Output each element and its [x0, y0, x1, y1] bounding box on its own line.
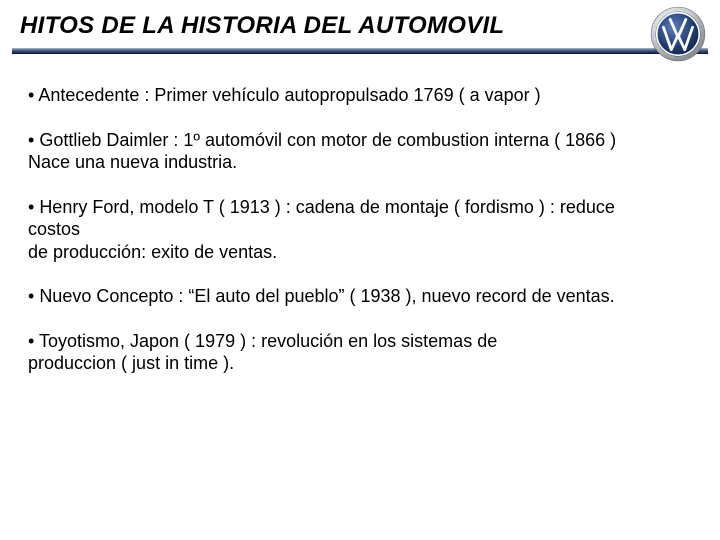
bullet-text: Henry Ford, modelo T ( 1913 ) : cadena d…: [28, 197, 615, 217]
bullet-item: Gottlieb Daimler : 1º automóvil con moto…: [28, 129, 692, 174]
bullet-item: Henry Ford, modelo T ( 1913 ) : cadena d…: [28, 196, 692, 264]
bullet-text: Toyotismo, Japon ( 1979 ) : revolución e…: [28, 331, 497, 351]
bullet-text: Gottlieb Daimler : 1º automóvil con moto…: [28, 130, 616, 150]
bullet-text-line: de producción: exito de ventas.: [28, 242, 277, 262]
bullet-item: Toyotismo, Japon ( 1979 ) : revolución e…: [28, 330, 692, 375]
bullet-item: Nuevo Concepto : “El auto del pueblo” ( …: [28, 285, 692, 308]
bullet-text-line: costos: [28, 219, 80, 239]
header: HITOS DE LA HISTORIA DEL AUTOMOVIL: [0, 0, 720, 40]
bullet-text: Antecedente : Primer vehículo autopropul…: [28, 85, 541, 105]
content-area: Antecedente : Primer vehículo autopropul…: [0, 54, 720, 375]
vw-logo-icon: [650, 6, 706, 62]
bullet-text-line: Nace una nueva industria.: [28, 152, 237, 172]
slide: HITOS DE LA HISTORIA DEL AUTOMOVIL: [0, 0, 720, 540]
slide-title: HITOS DE LA HISTORIA DEL AUTOMOVIL: [20, 12, 700, 40]
bullet-text: Nuevo Concepto : “El auto del pueblo” ( …: [28, 286, 615, 306]
bullet-item: Antecedente : Primer vehículo autopropul…: [28, 84, 692, 107]
bullet-text-line: produccion ( just in time ).: [28, 353, 234, 373]
